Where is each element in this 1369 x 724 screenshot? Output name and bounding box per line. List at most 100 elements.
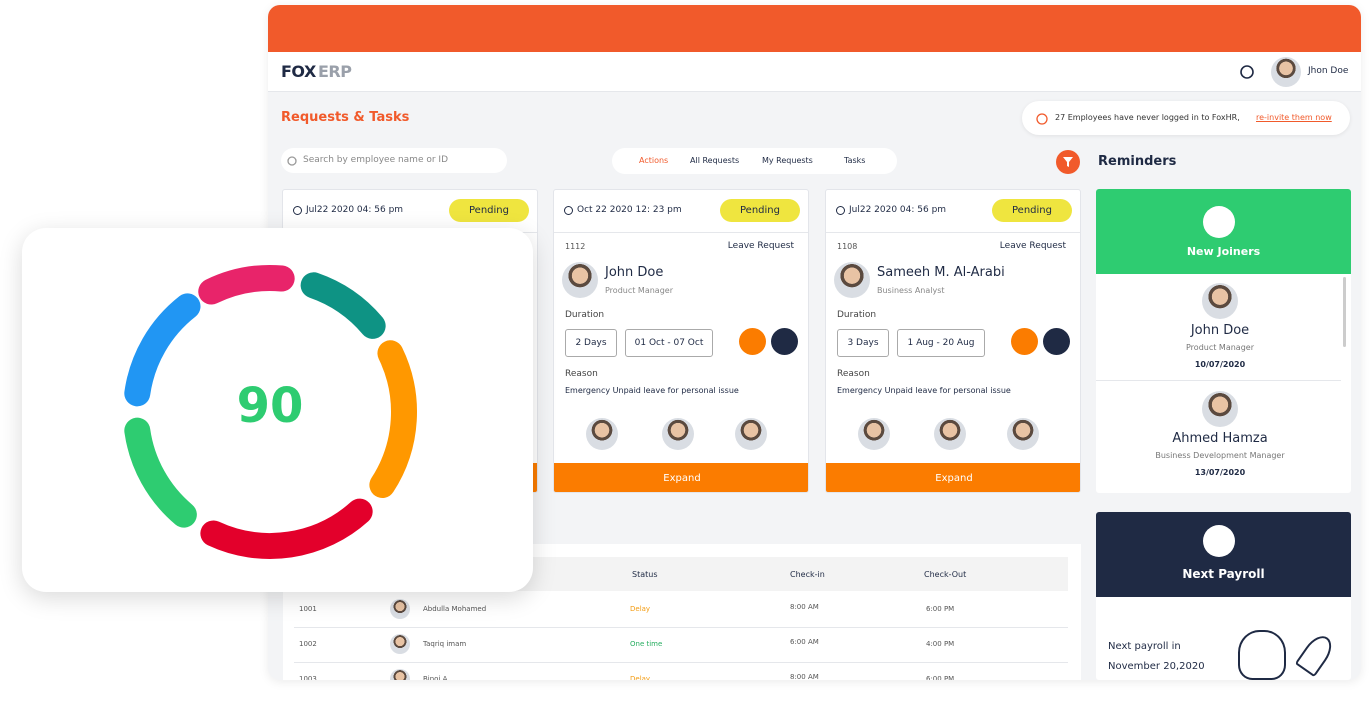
joiners-icon: [1203, 206, 1235, 238]
column-header: Check-Out: [924, 570, 967, 579]
mascot: [1238, 630, 1286, 680]
days-box: 3 Days: [837, 329, 889, 357]
row-check-out: 6:00 PM: [926, 675, 955, 680]
row-name: Binoj A: [423, 675, 448, 680]
approve-button[interactable]: [1043, 328, 1070, 355]
gauge-segment: [300, 272, 386, 339]
request-type: Leave Request: [727, 241, 794, 251]
employee-avatar: [562, 262, 598, 298]
payroll-panel: Next Payroll Next payroll in November 20,2…: [1096, 512, 1351, 680]
row-name: Abdulla Mohamed: [423, 605, 487, 613]
employee-name: John Doe: [605, 265, 664, 280]
request-card: Jul22 2020 04: 56 pm Pending 1108 Leave Req…: [825, 189, 1081, 493]
reason-text: Emergency Unpaid leave for personal issu…: [565, 386, 739, 395]
row-check-out: 4:00 PM: [926, 640, 955, 648]
payroll-date: November 20,2020: [1108, 661, 1205, 672]
notice-link[interactable]: re-invite them now: [1256, 113, 1332, 122]
notice: 27 Employees have never logged in to Fox…: [1022, 101, 1350, 135]
reason-text: Emergency Unpaid leave for personal issu…: [837, 386, 1011, 395]
user-name[interactable]: Jhon Doe: [1308, 66, 1349, 76]
search-placeholder: Search by employee name or ID: [303, 155, 449, 165]
divider: [1096, 380, 1341, 381]
joiner-date: 10/07/2020: [1194, 360, 1246, 369]
range-box: 1 Aug - 20 Aug: [897, 329, 985, 357]
joiner-avatar: [1202, 283, 1238, 319]
approver-avatar: [934, 418, 966, 450]
clock-icon: [293, 206, 302, 215]
tab[interactable]: Actions: [639, 156, 669, 165]
row-divider: [294, 627, 1068, 628]
top-bar: [268, 5, 1361, 52]
request-id: 1108: [837, 242, 858, 251]
status-badge: Pending: [449, 199, 529, 222]
gauge-segment: [200, 498, 373, 559]
approver-avatar: [1007, 418, 1039, 450]
row-check-in: 6:00 AM: [790, 638, 819, 646]
scrollbar: [1343, 277, 1346, 347]
row-divider: [294, 662, 1068, 663]
notice-text: 27 Employees have never logged in to Fox…: [1055, 113, 1240, 122]
days-box: 2 Days: [565, 329, 617, 357]
reminders-title: Reminders: [1098, 154, 1177, 169]
request-card: Oct 22 2020 12: 23 pm Pending 1112 Leave Re…: [553, 189, 809, 493]
employee-avatar: [834, 262, 870, 298]
tabs: Actions All Requests My Requests Tasks: [612, 148, 897, 174]
new-joiners-panel: New Joiners John Doe Product Manager 10/07/…: [1096, 189, 1351, 493]
approver-avatar: [586, 418, 618, 450]
approver-avatar: [735, 418, 767, 450]
employee-role: Product Manager: [605, 286, 673, 295]
clock-icon: [564, 206, 573, 215]
divider: [554, 232, 808, 233]
row-avatar: [390, 669, 410, 680]
gauge-segment: [369, 340, 417, 498]
reason-label: Reason: [837, 369, 870, 379]
clock-icon: [836, 206, 845, 215]
reject-button[interactable]: [739, 328, 766, 355]
user-avatar[interactable]: [1271, 57, 1301, 87]
approver-avatar: [858, 418, 890, 450]
row-status: Delay: [630, 675, 651, 680]
tab[interactable]: Tasks: [844, 156, 866, 165]
gauge-card: 90: [22, 228, 533, 592]
search-box[interactable]: Search by employee name or ID: [281, 148, 507, 173]
divider: [826, 232, 1080, 233]
approve-button[interactable]: [771, 328, 798, 355]
rocket: [1294, 630, 1338, 678]
gauge: [124, 265, 417, 559]
duration-label: Duration: [837, 310, 877, 320]
row-status: Delay: [630, 605, 651, 613]
card-date: Jul22 2020 04: 56 pm: [306, 205, 404, 215]
joiner-avatar: [1202, 391, 1238, 427]
expand-button[interactable]: Expand: [826, 463, 1080, 492]
column-header: Check-in: [790, 570, 825, 579]
tab[interactable]: All Requests: [690, 156, 740, 165]
request-type: Leave Request: [999, 241, 1066, 251]
row-id: 1003: [299, 675, 317, 680]
row-check-out: 6:00 PM: [926, 605, 955, 613]
joiner-role: Product Manager: [1186, 343, 1254, 352]
row-status: One time: [630, 640, 663, 648]
tab[interactable]: My Requests: [762, 156, 813, 165]
header: [268, 52, 1361, 92]
gauge-segment: [198, 265, 295, 305]
new-joiners-title: New Joiners: [1186, 245, 1261, 258]
request-id: 1112: [565, 242, 586, 251]
employee-role: Business Analyst: [877, 286, 945, 295]
card-date: Oct 22 2020 12: 23 pm: [577, 205, 682, 215]
joiner-role: Business Development Manager: [1155, 451, 1285, 460]
payroll-text: Next payroll in: [1108, 641, 1181, 652]
status-badge: Pending: [720, 199, 800, 222]
gauge-segment: [124, 417, 197, 528]
reason-label: Reason: [565, 369, 598, 379]
row-id: 1002: [299, 640, 317, 648]
joiner-name: Ahmed Hamza: [1172, 431, 1268, 446]
gauge-value: 90: [236, 378, 304, 434]
row-check-in: 8:00 AM: [790, 673, 819, 680]
column-header: Status: [632, 570, 658, 579]
employee-name: Sameeh M. Al-Arabi: [877, 265, 1005, 280]
payroll-title: Next Payroll: [1182, 567, 1265, 581]
joiner-date: 13/07/2020: [1194, 468, 1246, 477]
expand-button[interactable]: Expand: [554, 463, 808, 492]
reject-button[interactable]: [1011, 328, 1038, 355]
